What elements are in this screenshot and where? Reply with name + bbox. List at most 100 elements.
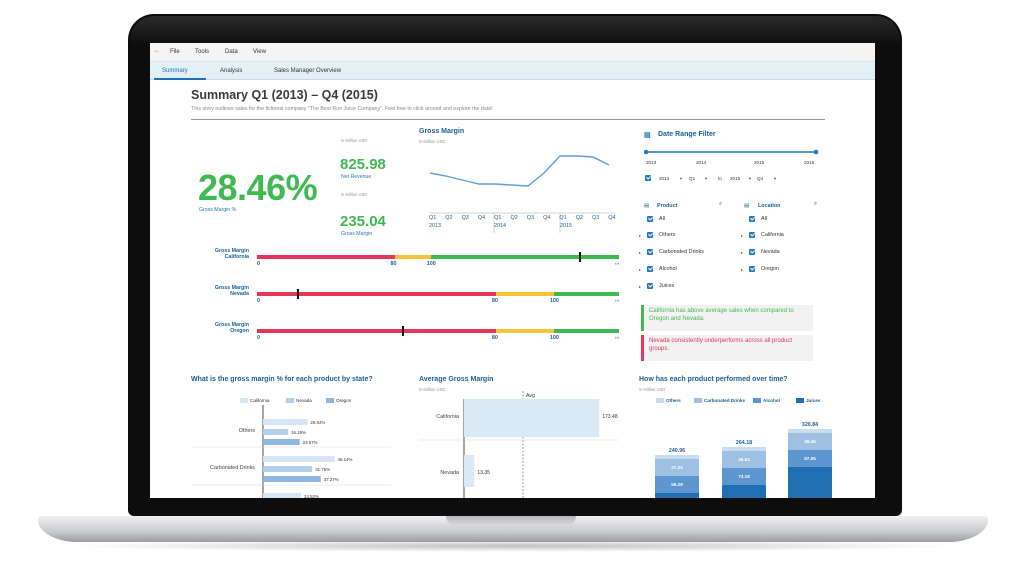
bullet-marker [296,289,299,299]
location-checkbox[interactable] [749,249,755,255]
location-option[interactable]: All [761,216,767,222]
bullet-tick-80: 80 [491,298,498,304]
product-search-icon[interactable]: ⌕ [719,201,723,207]
legend-label: Alcohol [763,398,780,403]
quarter-label: Q2 [510,215,518,221]
bullet-label-line1: Gross Margin [214,248,249,254]
gm-bar-label: 31.76% [315,467,330,472]
page-title: Summary Q1 (2013) – Q4 (2015) [191,88,378,102]
gm-bar [263,466,313,472]
location-option[interactable]: Oregon [761,266,779,272]
perf-segment-alcohol [655,476,699,493]
gm-bar-label: 28.64% [310,420,325,425]
location-checkbox[interactable] [749,232,755,238]
location-option[interactable]: California [761,232,784,238]
bullet-track [257,326,619,336]
legend-label: Oregon [336,398,352,403]
expand-icon[interactable]: ▸ [639,233,642,238]
note-nevada: Nevada consistently underperforms across… [641,335,813,361]
bullet-green-range [553,329,619,333]
expand-icon[interactable]: ▸ [639,284,642,289]
tab-sales-manager-overview[interactable]: Sales Manager Overview [274,68,342,74]
to-quarter-arrow-icon[interactable]: ▼ [773,176,777,181]
expand-icon[interactable]: ▸ [741,233,744,238]
expand-icon[interactable]: ▸ [639,250,642,255]
bullet-marker [401,326,404,336]
location-checkbox[interactable] [749,216,755,222]
gross-margin-unit: in Million USD [341,192,368,197]
quarter-label: Q1 [494,215,502,221]
gross-margin-trend-unit: in Million USD [419,139,446,144]
bullet-track [257,252,619,262]
to-year-select[interactable]: 2015 [730,176,741,181]
gross-margin-value: 235.04 [340,213,386,230]
product-checkbox[interactable] [647,266,653,272]
location-search-icon[interactable]: ⌕ [814,201,818,207]
menu-view[interactable]: View [253,49,266,55]
product-option[interactable]: Carbonated Drinks [659,249,704,255]
year-label: 2014 [494,223,506,229]
product-checkbox[interactable] [647,283,653,289]
avg-gm-unit: in Million USD [419,387,446,392]
perf-segment-label: 37.25 [671,465,683,470]
to-label: to [718,176,722,181]
product-checkbox[interactable] [647,249,653,255]
menu-data[interactable]: Data [225,49,238,55]
to-quarter-select[interactable]: Q4 [757,176,764,181]
expand-icon[interactable]: ▸ [639,267,642,272]
bullet-marker [579,252,582,262]
to-year-arrow-icon[interactable]: ▼ [748,176,752,181]
avg-gm-title: Average Gross Margin [419,376,494,383]
product-option[interactable]: Alcohol [659,266,677,272]
avg-state-label: California [436,414,459,420]
menu-file[interactable]: File [170,49,180,55]
quarter-label: Q4 [543,215,551,221]
slider-handle-end[interactable] [813,149,819,155]
perf-segment-carbonated [655,459,699,476]
quarter-label: Q4 [477,215,486,221]
avg-reference-label: Avg [526,393,535,399]
quarter-label: Q1 [429,215,437,221]
product-option[interactable]: All [659,216,665,222]
avg-gm-chart: Avg California 173.48 Nevada 13.35 [419,391,619,498]
location-option[interactable]: Nevada [761,249,780,255]
quarter-label: Q3 [592,215,600,221]
location-checkbox[interactable] [749,266,755,272]
date-range-slider[interactable] [644,145,824,159]
bullet-label-line2: Nevada [230,291,249,297]
product-option[interactable]: Juices [659,283,675,289]
slider-handle-start[interactable] [644,149,649,155]
bullet-red-range [257,255,395,259]
expand-icon[interactable]: ▸ [741,250,744,255]
gm-bar-label: 16.19% [291,430,306,435]
expand-icon[interactable]: ▸ [741,267,744,272]
year-label: 2013 [429,223,441,229]
product-option[interactable]: Others [659,232,676,238]
date-range-checkbox[interactable] [645,175,651,181]
from-year-select[interactable]: 2013 [659,176,670,181]
bullet-more-icon[interactable]: ››› [615,261,620,266]
tab-summary[interactable]: Summary [162,68,188,74]
app-screen: ← File Tools Data View Summary Analysis … [150,43,875,498]
product-checkbox[interactable] [647,232,653,238]
menu-tools[interactable]: Tools [195,49,210,55]
legend-swatch [694,398,702,403]
net-revenue-unit: in Million USD [341,138,368,143]
bullet-more-icon[interactable]: ››› [615,298,620,303]
bullet-tick-0: 0 [257,261,260,267]
legend-swatch [326,398,334,403]
from-year-arrow-icon[interactable]: ▼ [679,176,683,181]
from-quarter-select[interactable]: Q1 [689,176,696,181]
gm-bar-label: 37.27% [324,477,339,482]
bullet-label-line1: Gross Margin [214,322,249,328]
tab-analysis[interactable]: Analysis [220,68,243,74]
bullet-yellow-range [394,255,431,259]
calendar-icon: ▤ [644,132,651,139]
product-checkbox[interactable] [647,216,653,222]
from-quarter-arrow-icon[interactable]: ▼ [704,176,708,181]
gross-margin-pct-value: 28.46% [198,167,318,208]
bullet-more-icon[interactable]: ››› [615,335,620,340]
bullet-label-line1: Gross Margin [214,285,249,291]
back-icon[interactable]: ← [154,48,160,54]
quarter-label: Q2 [445,215,453,221]
